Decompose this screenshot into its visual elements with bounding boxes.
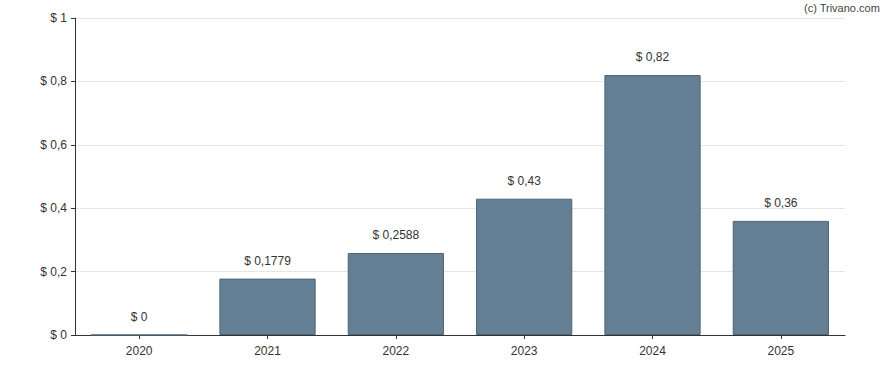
svg-text:$ 0,4: $ 0,4 — [40, 201, 67, 215]
svg-text:$ 1: $ 1 — [50, 11, 67, 25]
svg-text:$ 0,6: $ 0,6 — [40, 138, 67, 152]
svg-text:2021: 2021 — [254, 344, 281, 358]
svg-text:2022: 2022 — [382, 344, 409, 358]
svg-text:$ 0,2588: $ 0,2588 — [372, 228, 419, 242]
svg-text:$ 0: $ 0 — [131, 310, 148, 324]
svg-text:2025: 2025 — [767, 344, 794, 358]
svg-text:2020: 2020 — [126, 344, 153, 358]
svg-text:$ 0: $ 0 — [50, 328, 67, 342]
svg-text:$ 0,82: $ 0,82 — [636, 50, 670, 64]
svg-text:$ 0,2: $ 0,2 — [40, 265, 67, 279]
svg-text:2023: 2023 — [511, 344, 538, 358]
svg-text:2024: 2024 — [639, 344, 666, 358]
svg-text:$ 0,8: $ 0,8 — [40, 74, 67, 88]
svg-text:$ 0,36: $ 0,36 — [764, 196, 798, 210]
svg-text:$ 0,1779: $ 0,1779 — [244, 254, 291, 268]
svg-text:$ 0,43: $ 0,43 — [507, 174, 541, 188]
svg-text:(c) Trivano.com: (c) Trivano.com — [804, 2, 880, 14]
